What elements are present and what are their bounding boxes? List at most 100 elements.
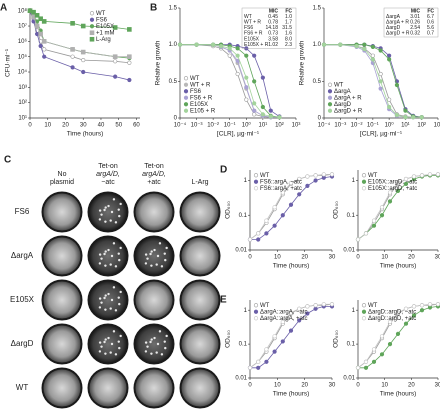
legend-label: L-Arg — [96, 37, 111, 43]
data-point — [387, 104, 392, 110]
legend-marker — [89, 17, 95, 22]
data-point — [297, 306, 302, 311]
data-point — [227, 46, 232, 51]
colony — [104, 294, 107, 297]
legend-label: WT — [260, 303, 270, 309]
x-tick-label: 10² — [417, 123, 426, 129]
panel-letter: E — [220, 295, 227, 306]
data-point — [252, 108, 257, 113]
colony — [165, 334, 168, 338]
table-cell: 8.0 — [285, 36, 292, 42]
y-axis-label: OD₆₀₀ — [333, 201, 340, 219]
data-point — [378, 86, 383, 91]
colony — [155, 351, 158, 354]
data-point — [252, 101, 257, 106]
column-header: +atc — [147, 179, 161, 186]
colony — [118, 302, 121, 306]
data-point — [370, 44, 375, 49]
table-cell: ΔargA — [386, 14, 401, 20]
legend-marker — [361, 316, 367, 321]
data-point — [321, 302, 326, 307]
data-point — [371, 223, 377, 228]
data-point — [272, 223, 277, 228]
legend-label: ΔargA::argA, −atc — [260, 309, 308, 315]
data-point — [280, 213, 285, 218]
legend-label: ΔargA — [334, 89, 351, 95]
legend-label: WT — [368, 303, 378, 309]
legend-marker — [253, 173, 259, 178]
data-point — [264, 347, 269, 352]
table-cell: 1.6 — [285, 31, 292, 37]
x-tick-label: 10² — [275, 123, 284, 129]
data-point — [394, 112, 400, 118]
colony — [98, 306, 102, 309]
data-point — [127, 77, 132, 83]
data-point — [371, 347, 377, 352]
data-point — [387, 97, 392, 102]
y-tick-label: 10⁵ — [18, 53, 28, 60]
data-point — [38, 31, 43, 37]
data-point — [329, 172, 335, 177]
data-point — [321, 175, 326, 180]
colony — [109, 219, 112, 222]
colony — [150, 352, 153, 355]
table-cell: 3.58 — [268, 36, 278, 42]
data-point — [113, 74, 118, 79]
table-cell: 2.54 — [410, 25, 420, 31]
table-cell: 14.18 — [265, 25, 278, 31]
plate-agar — [89, 237, 127, 275]
x-tick-label: 10⁰ — [385, 122, 395, 129]
plate-agar — [43, 281, 81, 319]
y-tick-label: 10² — [18, 100, 27, 106]
panel-letter: C — [4, 155, 11, 166]
x-tick-label: 30 — [435, 383, 440, 389]
colony — [104, 338, 107, 341]
colony — [98, 209, 102, 212]
table-frame — [383, 7, 439, 38]
data-point — [247, 237, 253, 242]
data-point — [272, 205, 277, 210]
x-tick-label: 60 — [133, 123, 140, 129]
data-point — [338, 42, 343, 47]
data-point — [378, 71, 383, 77]
colony — [98, 253, 102, 256]
plate-agar — [135, 237, 173, 275]
legend-marker — [253, 179, 259, 184]
data-point — [244, 75, 249, 80]
panel-letter: D — [220, 165, 227, 176]
table-cell: 0.6 — [427, 20, 434, 26]
x-tick-label: 30 — [329, 383, 336, 389]
data-point — [371, 359, 377, 364]
data-point — [264, 359, 269, 364]
data-point — [313, 178, 318, 183]
legend-marker — [183, 108, 189, 113]
y-tick-label: 1 — [352, 178, 356, 184]
table-cell: E105X + R — [244, 42, 269, 48]
data-point — [370, 53, 375, 58]
data-point — [435, 302, 440, 307]
colony — [155, 263, 158, 266]
table-cell: 1.0 — [285, 14, 292, 20]
colony — [153, 336, 156, 340]
data-point — [387, 190, 393, 195]
data-point — [264, 231, 269, 236]
table-cell: ΔargA + R — [386, 20, 409, 26]
data-point — [305, 311, 310, 316]
plate-agar — [135, 325, 173, 363]
legend-label: WT — [260, 173, 270, 179]
colony — [119, 334, 122, 338]
data-point — [411, 174, 417, 179]
legend-marker — [361, 309, 367, 314]
x-tick-label: 10¹ — [401, 123, 410, 129]
data-point — [379, 334, 385, 339]
data-point — [41, 39, 47, 44]
table-header: MIC — [411, 8, 421, 14]
data-point — [387, 342, 393, 347]
data-point — [194, 42, 199, 47]
legend-label: FS6 — [96, 17, 108, 23]
y-tick-label: 0.1 — [347, 342, 356, 348]
table-cell: 1.7 — [285, 20, 292, 26]
table-header: FC — [427, 8, 434, 14]
legend-marker — [183, 89, 189, 94]
